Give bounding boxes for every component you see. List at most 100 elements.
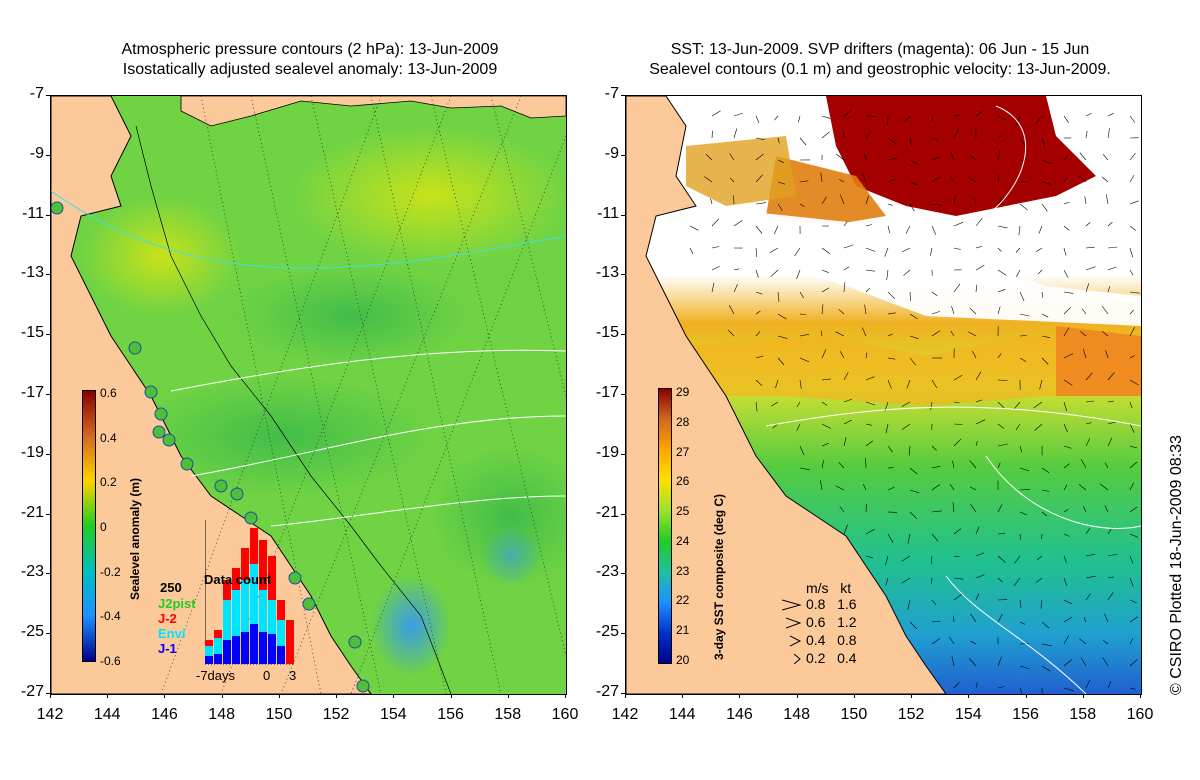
right-y-tick-label: -21: [595, 503, 619, 521]
left-x-tick-label: 160: [551, 706, 579, 723]
velocity-arrow: [975, 574, 985, 579]
velocity-arrow: [1063, 247, 1067, 256]
sealevel-colorbar: [82, 390, 96, 662]
velocity-arrow: [909, 467, 918, 475]
velocity-arrow: [755, 310, 761, 315]
right-y-tick-label: -25: [595, 623, 619, 641]
velocity-arrow: [975, 371, 982, 381]
velocity-arrow: [953, 438, 962, 447]
velocity-arrow: [777, 291, 780, 302]
velocity-arrow: [1035, 115, 1043, 124]
data-count-x-tick-end: 3: [289, 668, 297, 683]
sealevel-map-graphic: [51, 96, 566, 694]
sst-colorbar-tick-label: 26: [676, 474, 690, 489]
velocity-arrow: [1129, 482, 1134, 491]
velocity-arrow: [1041, 181, 1052, 185]
velocity-arrow: [821, 460, 824, 469]
velocity-arrow: [908, 445, 911, 456]
velocity-arrow: [931, 484, 941, 491]
velocity-arrow: [862, 172, 867, 183]
right-y-tick-mark: [621, 633, 625, 635]
velocity-arrow: [1107, 266, 1117, 271]
left-y-tick-label: -13: [20, 264, 44, 282]
right-x-tick-mark: [682, 694, 684, 698]
left-x-tick-label: 146: [151, 706, 178, 723]
velocity-arrow: [1085, 422, 1092, 425]
velocity-arrow: [1063, 177, 1067, 183]
left-y-tick-label: -27: [20, 683, 44, 700]
series-j2-label: J-2: [158, 611, 177, 626]
velocity-arrow: [887, 357, 896, 360]
sealevel-colorbar-tick-label: -0.6: [100, 654, 121, 668]
right-x-tick-mark: [739, 694, 741, 698]
velocity-arrow: [1129, 247, 1134, 258]
left-y-tick-mark: [46, 274, 50, 276]
velocity-arrow: [909, 489, 920, 494]
velocity-arrow: [1063, 599, 1073, 605]
velocity-arrow: [1107, 680, 1112, 689]
velocity-arrow: [1015, 423, 1021, 431]
velocity-arrow: [969, 658, 977, 667]
left-x-tick-label: 144: [93, 706, 121, 723]
data-count-inset: [204, 520, 295, 666]
left-x-tick-label: 154: [379, 706, 407, 723]
velocity-arrow: [755, 202, 766, 205]
velocity-arrow: [931, 577, 933, 584]
velocity-arrow: [909, 511, 918, 520]
velocity-arrow: [902, 247, 911, 253]
velocity-arrow: [820, 172, 823, 183]
data-count-title: Data count: [204, 572, 272, 587]
velocity-arrow: [729, 177, 735, 183]
velocity-arrow: [1019, 203, 1028, 211]
velocity-arrow: [997, 247, 1002, 252]
velocity-arrow: [1041, 313, 1049, 318]
velocity-arrow: [1041, 621, 1050, 629]
left-y-tick-label: -15: [20, 324, 44, 342]
right-x-tick-label: 142: [611, 706, 639, 723]
velocity-arrow: [951, 656, 955, 667]
velocity-arrow: [1041, 533, 1043, 540]
sst-colorbar-tick-label: 27: [676, 444, 690, 459]
velocity-arrow: [1019, 687, 1023, 694]
left-y-tick-mark: [46, 513, 50, 515]
velocity-arrow: [729, 153, 735, 161]
velocity-arrow: [1101, 330, 1109, 337]
velocity-arrow: [1063, 616, 1073, 623]
velocity-arrow: [953, 615, 955, 623]
credit-text: © CSIRO Plotted 18-Jun-2009 08:33: [1168, 435, 1185, 695]
velocity-arrow: [1102, 154, 1109, 161]
right-x-tick-mark: [853, 694, 855, 698]
velocity-arrow: [1129, 555, 1134, 564]
velocity-arrow: [777, 203, 783, 212]
velocity-arrow: [1063, 155, 1069, 161]
velocity-arrow: [931, 620, 941, 623]
velocity-arrow: [887, 157, 898, 161]
right-x-tick-label: 150: [840, 706, 868, 723]
velocity-arrow: [711, 130, 713, 139]
sst-map: [625, 95, 1142, 695]
velocity-arrow: [931, 379, 938, 389]
velocity-arrow: [1041, 203, 1048, 212]
velocity-arrow: [1041, 665, 1051, 672]
velocity-arrow: [951, 305, 955, 315]
velocity-arrow: [705, 153, 713, 161]
velocity-arrow: [755, 247, 757, 257]
velocity-arrow: [1129, 638, 1134, 645]
velocity-arrow: [953, 423, 963, 425]
sst-colorbar-tick-label: 22: [676, 593, 690, 608]
velocity-arrow: [953, 374, 963, 381]
velocity-arrow: [1041, 511, 1048, 517]
velocity-arrow: [887, 291, 895, 299]
velocity-legend-row: 0.2 0.4: [806, 650, 857, 666]
right-x-tick-label: 148: [783, 706, 810, 723]
velocity-arrow: [909, 159, 918, 165]
velocity-arrow: [901, 577, 911, 584]
right-y-tick-label: -27: [595, 683, 619, 700]
velocity-arrow: [1063, 269, 1069, 278]
velocity-arrow: [1063, 401, 1067, 412]
left-x-tick-mark: [450, 694, 452, 698]
velocity-arrow: [997, 443, 1008, 447]
velocity-arrow: [770, 269, 779, 277]
velocity-arrow: [1016, 269, 1021, 277]
velocity-arrow: [775, 379, 779, 389]
